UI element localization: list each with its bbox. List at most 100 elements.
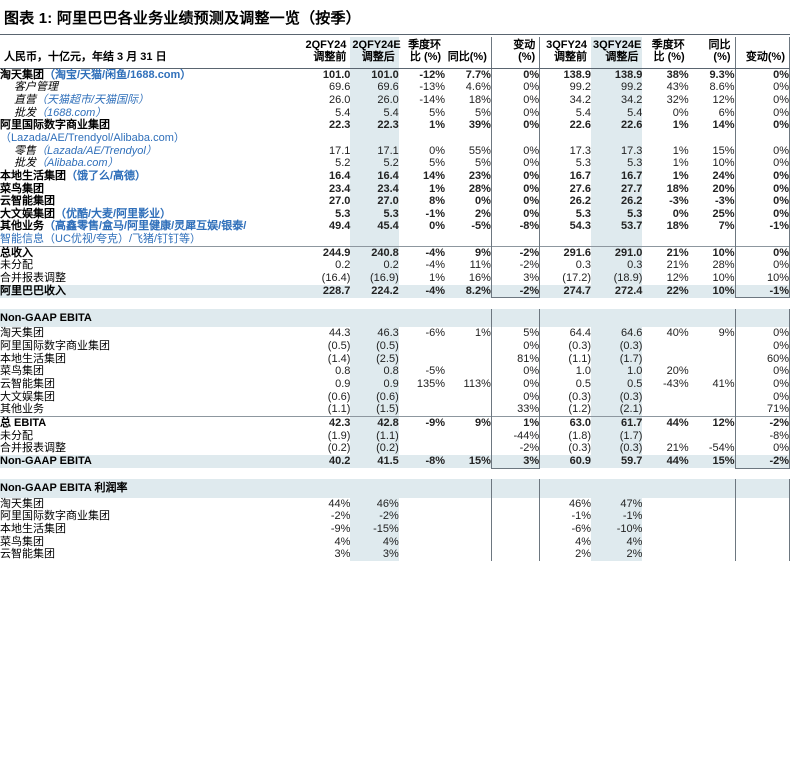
cell-0: (0.6) [327,390,351,403]
section-spacer [0,468,790,479]
table-row: 大文娱集团 (0.6) (0.6) 0% (0.3) (0.3) 0% [0,390,790,404]
table-row: 云智能集团 0.9 0.9 135% 113% 0% 0.5 0.5 -43% 41% 0% [0,378,790,391]
cell-0: 4% [334,535,351,548]
table-row: 云智能集团 3% 3% 2% 2% [0,548,790,561]
cell-5: 64.4 [569,327,592,340]
row-label-text: 淘天集团 [0,68,44,81]
cell-3: 5% [474,106,491,119]
cell-4: 3% [490,454,541,469]
cell-7 [642,498,688,511]
cell-6: 64.6 [591,327,643,341]
cell-0: (1.4) [327,352,351,365]
header-col-6: 3QFY24E 调整后 [591,36,643,69]
row-label-text: 本地生活集团 [0,169,66,182]
table-row: 菜鸟集团 0.8 0.8 -5% 0% 1.0 1.0 20% 0% [0,365,790,379]
cell-4: 0% [490,365,541,379]
cell-9: 0% [734,378,790,391]
cell-7 [642,353,688,366]
cell-7 [642,391,688,404]
cell-9: 0% [734,340,790,353]
table-row: Non-GAAP EBITA 40.2 41.5 -8% 15% 3% 60.9 59.7 44… [0,454,790,469]
cell-8 [689,353,735,366]
row-label-brands: （优酷/大麦/阿里影业） [55,207,172,220]
row-label-text: 阿里国际数字商业集团 [0,340,110,353]
cell-1: 240.8 [350,245,399,260]
cell-4: 0% [490,195,541,208]
cell-0: 44.3 [329,327,351,340]
cell-2: -4% [398,245,446,260]
row-label: 合并报表调整 [0,272,302,285]
cell-3: 9% [445,415,492,430]
cell-0 [302,233,350,246]
row-label: 云智能集团 [0,378,302,391]
table-row: 批发（Alibaba.com） 5.2 5.2 5% 5% 0% 5.3 5.3 1% 10% 0% [0,157,790,170]
cell-8: 24% [712,169,735,182]
cell-6: 27.7 [591,182,643,196]
cell-4: -8% [490,220,541,234]
row-label-text: 阿里国际数字商业集团 [0,510,110,523]
cell-5: (0.3) [568,390,592,403]
cell-1: 3% [350,548,399,561]
cell-0: 244.9 [302,245,351,260]
cell-9 [734,497,790,511]
row-label: 云智能集团 [0,548,302,561]
cell-0: 3% [334,548,351,561]
cell-5: -1% [571,510,592,523]
cell-9: 0% [734,327,790,341]
cell-6: (1.7) [591,352,643,366]
cell-4: 0% [490,340,541,353]
header-col-2: 季度环比 (%) [398,36,446,69]
cell-0: (0.5) [327,340,351,353]
cell-9: -1% [734,284,790,299]
cell-8 [689,233,735,246]
row-label-text: 菜鸟集团 [0,535,44,548]
cell-6: (0.3) [591,442,643,455]
cell-3 [445,430,491,443]
cell-8 [689,132,735,145]
cell-9: 0% [734,157,790,170]
cell-5: 99.2 [569,81,592,94]
row-label-text: 批发 [14,106,36,119]
row-label: 阿里国际数字商业集团 [0,340,302,353]
cell-5: 5.4 [575,106,592,119]
cell-9: 0% [734,81,790,95]
cell-1: 17.1 [350,144,399,158]
cell-2: 8% [429,195,446,208]
cell-2: 1% [429,119,446,132]
cell-1: 46% [350,497,399,511]
header-col-5: 3QFY24 调整前 [539,36,592,69]
section-band-cell [490,479,541,498]
cell-9 [734,510,790,523]
cell-8 [689,365,735,378]
cell-8: 6% [718,106,735,119]
cell-3: 0% [474,195,491,208]
cell-2: 5% [429,157,446,170]
cell-8: 12% [712,94,735,107]
row-label-brands: （Alibaba.com） [36,157,119,170]
cell-9 [734,535,790,549]
row-label: 本地生活集团 [0,523,302,536]
row-label-brands: 智能信息（UC优视/夸克）/飞猪/钉钉等） [0,233,202,246]
cell-4: 1% [490,415,541,430]
header-unit-label: 人民币，十亿元，年结 3 月 31 日 [0,36,303,69]
cell-5 [540,233,591,246]
row-label-text: Non-GAAP EBITA [0,455,92,468]
cell-5: 22.6 [569,119,592,132]
table-row: 零售（Lazada/AE/Trendyol） 17.1 17.1 0% 55% 0% 17.… [0,144,790,158]
cell-4: 3% [490,272,541,285]
cell-6: 34.2 [591,94,643,107]
table-row: 云智能集团 27.0 27.0 8% 0% 0% 26.2 26.2 -3% -3% 0% [0,195,790,208]
financial-table: 人民币，十亿元，年结 3 月 31 日 2QFY24 调整前 2QFY24E 调整后… [0,34,790,561]
cell-9: 0% [734,94,790,107]
table-row: （Lazada/AE/Trendyol/Alibaba.com） [0,131,790,145]
cell-1: (2.5) [350,352,399,366]
cell-8 [689,548,735,561]
cell-6: 99.2 [591,81,643,95]
cell-5: 274.7 [539,284,592,298]
table-row: 阿里巴巴收入 228.7 224.2 -4% 8.2% -2% 274.7 272.4 22% 1… [0,284,790,299]
table-row: 其他业务 (1.1) (1.5) 33% (1.2) (2.1) 71% [0,403,790,417]
cell-7: 32% [666,94,689,107]
section-band-cell [302,479,351,498]
cell-6: 17.3 [591,144,643,158]
cell-4: 81% [490,352,541,366]
